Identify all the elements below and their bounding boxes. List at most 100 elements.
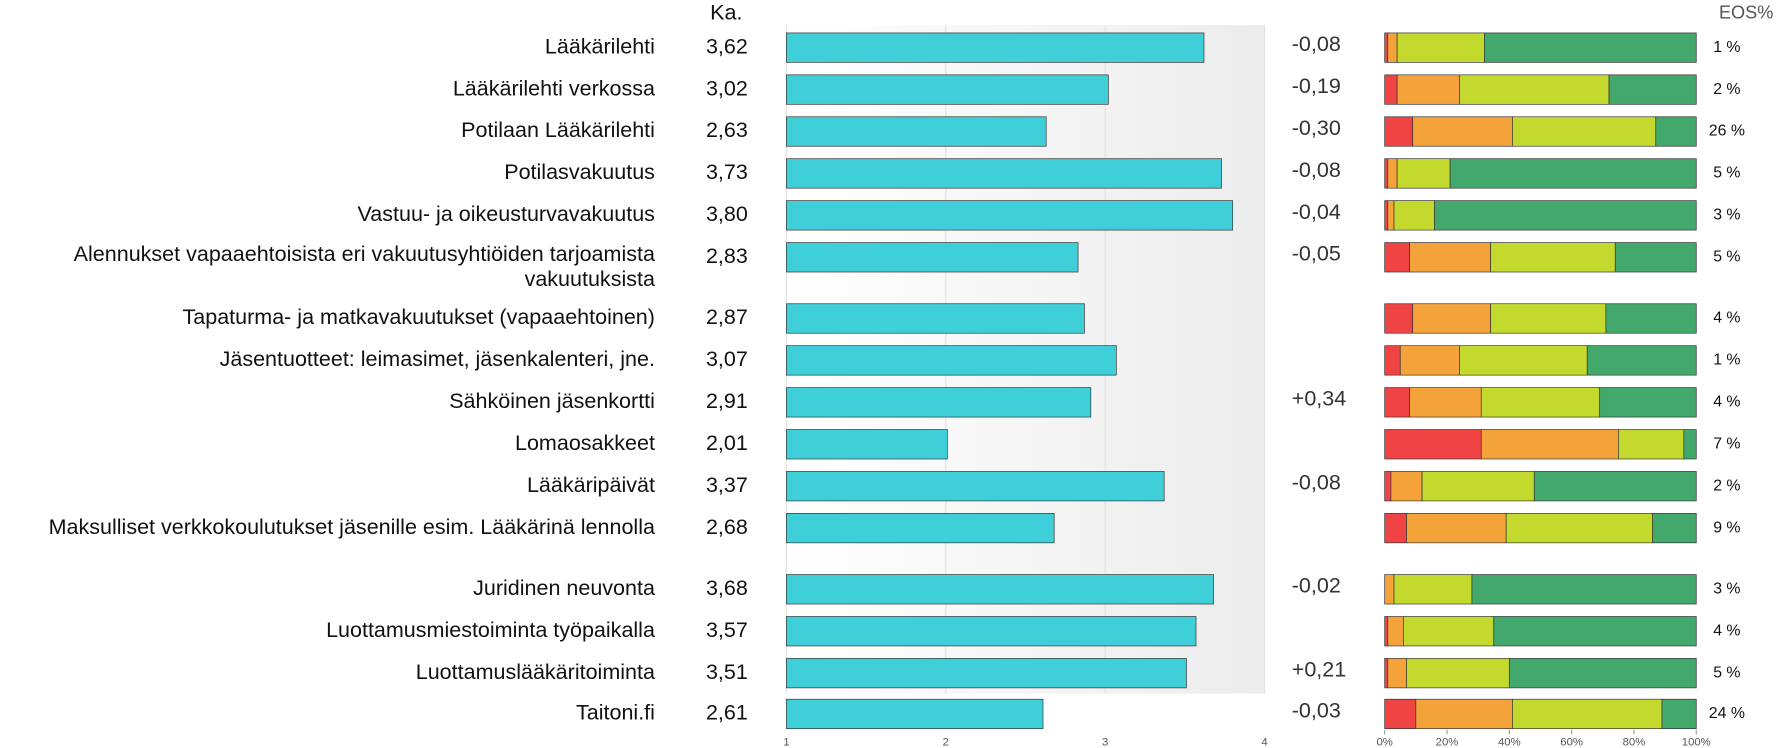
stacked-segment: [1505, 513, 1653, 544]
eos-label: 24 %: [1709, 705, 1745, 722]
stacked-segment: [1384, 303, 1414, 334]
stacked-segment: [1421, 471, 1535, 502]
x-tick-label: 60%: [1560, 736, 1583, 748]
mean-label: 2,68: [706, 515, 748, 539]
stacked-segment: [1384, 429, 1482, 460]
category-label: Vastuu- ja oikeusturvavakuutus: [358, 202, 655, 226]
stacked-segment: [1415, 698, 1513, 730]
x-tick-label: 40%: [1498, 736, 1521, 748]
mean-label: 3,02: [706, 76, 748, 100]
mean-label: 2,87: [706, 305, 748, 329]
mean-label: 2,83: [706, 244, 748, 268]
bar: [786, 74, 1109, 105]
stacked-segment: [1490, 242, 1616, 273]
stacked-segment: [1533, 471, 1697, 502]
bar: [786, 116, 1047, 147]
stacked-segment: [1387, 158, 1398, 189]
change-label: -0,03: [1292, 698, 1341, 722]
eos-label: 5 %: [1713, 165, 1740, 182]
stacked-segment: [1459, 74, 1610, 105]
category-label: Luottamuslääkäritoiminta: [416, 660, 655, 684]
change-label: -0,19: [1292, 74, 1341, 98]
stacked-segment: [1406, 513, 1507, 544]
stacked-segment: [1614, 242, 1697, 273]
stacked-segment: [1605, 303, 1697, 334]
stacked-segment: [1403, 616, 1495, 647]
eos-label: 5 %: [1713, 664, 1740, 681]
x-tick-label: 0%: [1376, 736, 1392, 748]
category-label: Lääkärilehti: [545, 34, 655, 58]
eos-label: 3 %: [1713, 207, 1740, 224]
stacked-segment: [1409, 242, 1491, 273]
stacked-segment: [1480, 387, 1601, 418]
stacked-segment: [1384, 345, 1401, 376]
bar: [786, 303, 1085, 334]
stacked-segment: [1384, 116, 1414, 147]
category-label: Potilasvakuutus: [504, 160, 655, 184]
eos-label: 4 %: [1713, 310, 1740, 327]
eos-label: 4 %: [1713, 622, 1740, 639]
mean-label: 2,61: [706, 701, 748, 725]
category-label: Maksulliset verkkokoulutukset jäsenille …: [49, 515, 655, 539]
stacked-segment: [1384, 200, 1389, 231]
stacked-segment: [1459, 345, 1588, 376]
bar: [786, 574, 1214, 605]
category-label: Lääkärilehti verkossa: [453, 76, 655, 100]
stacked-segment: [1396, 158, 1451, 189]
mean-label: 3,51: [706, 660, 748, 684]
x-tick-label: 4: [1261, 736, 1267, 748]
bar: [786, 200, 1234, 231]
stacked-segment: [1618, 429, 1685, 460]
eos-label: 9 %: [1713, 519, 1740, 536]
mean-label: 2,01: [706, 431, 748, 455]
stacked-segment: [1508, 658, 1697, 689]
category-label: Jäsentuotteet: leimasimet, jäsenkalenter…: [220, 347, 655, 371]
mean-label: 3,80: [706, 202, 748, 226]
stacked-segment: [1393, 200, 1435, 231]
x-tick-label: 20%: [1436, 736, 1459, 748]
eos-label: 4 %: [1713, 394, 1740, 411]
bar: [786, 242, 1079, 273]
stacked-segment: [1599, 387, 1697, 418]
eos-label: 1 %: [1713, 39, 1740, 56]
change-label: -0,08: [1292, 158, 1341, 182]
stacked-segment: [1384, 74, 1398, 105]
stacked-segment: [1490, 303, 1607, 334]
bar: [786, 387, 1092, 418]
change-label: -0,08: [1292, 32, 1341, 56]
eos-label: 2 %: [1713, 477, 1740, 494]
stacked-segment: [1412, 303, 1491, 334]
bar: [786, 158, 1222, 189]
stacked-segment: [1661, 698, 1697, 730]
x-tick-label: 1: [783, 736, 789, 748]
stacked-segment: [1412, 116, 1513, 147]
change-label: +0,34: [1292, 387, 1346, 411]
category-label: Sähköinen jäsenkortti: [449, 389, 655, 413]
category-label: Potilaan Lääkärilehti: [461, 118, 655, 142]
mean-label: 3,37: [706, 473, 748, 497]
stacked-segment: [1390, 471, 1423, 502]
mean-label: 3,73: [706, 160, 748, 184]
eos-label: 3 %: [1713, 580, 1740, 597]
mean-label: 3,57: [706, 618, 748, 642]
stacked-segment: [1399, 345, 1460, 376]
x-tick-label: 100%: [1682, 736, 1711, 748]
eos-label: 7 %: [1713, 435, 1740, 452]
eos-label: 26 %: [1709, 123, 1745, 140]
stacked-segment: [1480, 429, 1619, 460]
category-label: Tapaturma- ja matkavakuutukset (vapaaeht…: [183, 305, 655, 329]
stacked-segment: [1387, 658, 1407, 689]
mean-label: 2,91: [706, 389, 748, 413]
stacked-segment: [1387, 32, 1398, 63]
stacked-segment: [1512, 698, 1663, 730]
bar: [786, 616, 1197, 647]
category-label: Juridinen neuvonta: [473, 576, 655, 600]
stacked-segment: [1434, 200, 1697, 231]
bar: [786, 471, 1165, 502]
stacked-segment: [1384, 513, 1407, 544]
category-label: Lääkäripäivät: [527, 473, 655, 497]
stacked-segment: [1655, 116, 1697, 147]
stacked-segment: [1409, 387, 1482, 418]
mean-label: 3,68: [706, 576, 748, 600]
